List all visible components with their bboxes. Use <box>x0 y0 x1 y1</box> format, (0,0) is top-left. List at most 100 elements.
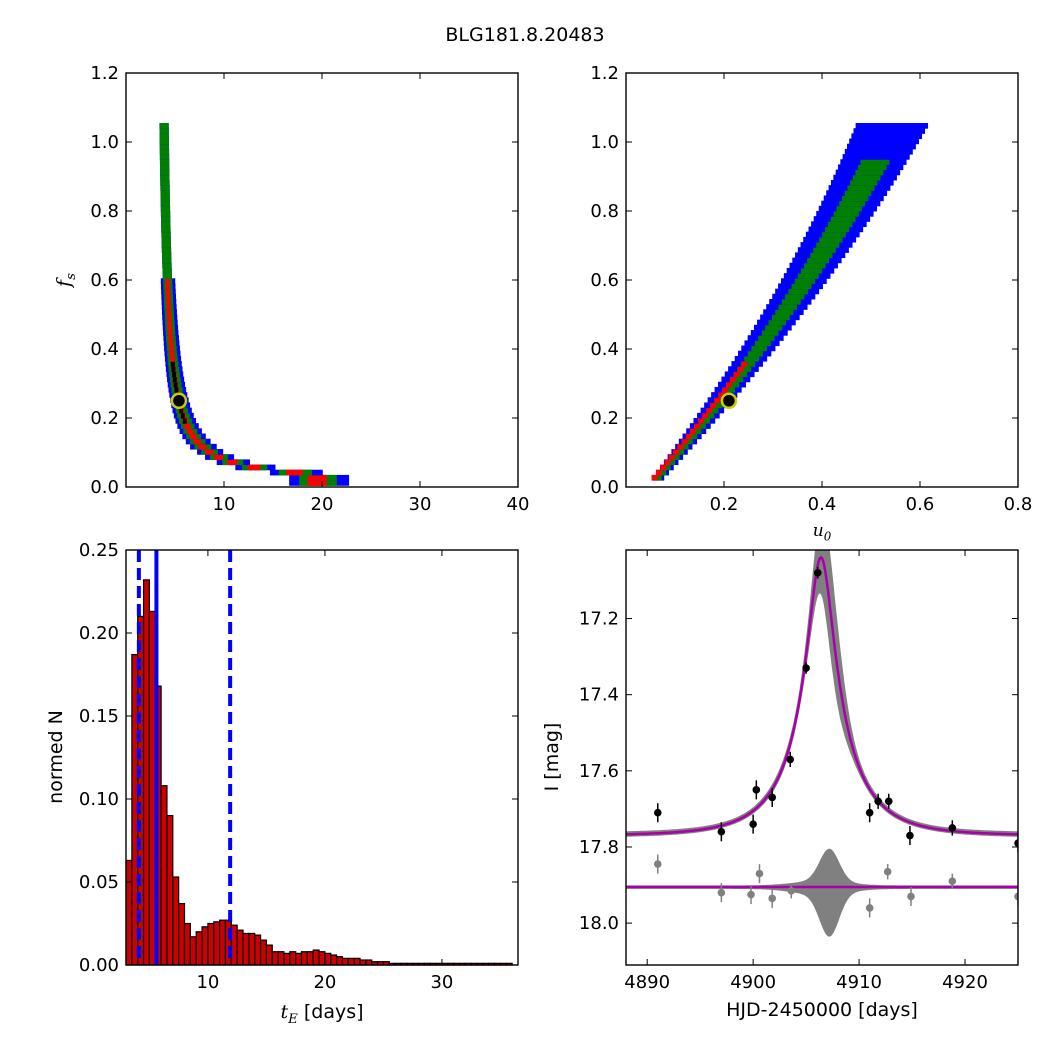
residual-point <box>653 860 662 868</box>
likelihood-cell-inner <box>741 361 748 367</box>
histogram-bar <box>259 939 268 966</box>
likelihood-cell-middle <box>758 335 775 341</box>
likelihood-cell-middle <box>785 293 805 300</box>
likelihood-cell-inner <box>186 428 194 435</box>
likelihood-cell-inner <box>681 438 688 445</box>
likelihood-cell-inner <box>193 438 201 445</box>
likelihood-cell-middle <box>663 464 671 471</box>
likelihood-cell-inner <box>668 454 675 460</box>
panel3-xtick-label: 4900 <box>730 972 776 993</box>
likelihood-cell-inner <box>718 392 725 398</box>
panel1-ytick-label: 0.2 <box>590 408 619 429</box>
likelihood-cell-middle <box>699 418 711 424</box>
likelihood-cell-inner <box>729 376 736 383</box>
likelihood-cell-middle <box>761 330 779 336</box>
panel0-ytick-label: 1.2 <box>90 63 119 84</box>
model-curve <box>626 555 1018 836</box>
likelihood-cell-best <box>172 371 177 378</box>
likelihood-cell-middle <box>159 128 169 134</box>
likelihood-cell-best <box>180 412 185 419</box>
likelihood-cell-middle <box>667 459 676 466</box>
likelihood-cell-middle <box>687 433 698 440</box>
panel0-ytick-label: 0.0 <box>90 477 119 498</box>
likelihood-cell-inner <box>168 330 173 336</box>
likelihood-cell-best <box>182 418 187 424</box>
likelihood-cell-inner <box>689 428 696 435</box>
panel0-xtick-label: 20 <box>311 494 334 515</box>
likelihood-cell-middle <box>807 257 830 264</box>
likelihood-cell-middle <box>161 236 171 243</box>
panel1-ytick-label: 1.0 <box>590 132 619 153</box>
likelihood-cell-middle <box>159 123 169 129</box>
likelihood-cell-middle <box>160 211 171 217</box>
data-point <box>1014 839 1018 847</box>
likelihood-cell-inner <box>307 474 327 481</box>
residual-point <box>717 888 726 897</box>
panel0-ylabel-subscript: s <box>64 273 79 280</box>
histogram-bar <box>365 959 373 966</box>
likelihood-cell-middle <box>159 148 170 155</box>
likelihood-cell-inner <box>733 371 740 378</box>
panel1-xtick-label: 0.4 <box>808 494 837 515</box>
panel1-xlabel-symbol: u <box>813 521 824 541</box>
data-point <box>884 797 893 806</box>
panel0-xtick-label: 30 <box>409 494 432 515</box>
likelihood-cell-inner <box>706 407 713 414</box>
panel2-ytick-label: 0.10 <box>79 789 119 810</box>
likelihood-cell-inner <box>165 283 170 290</box>
panel2-xlabel-subscript: E <box>287 1012 298 1027</box>
likelihood-cell-middle <box>675 449 685 455</box>
data-point <box>948 824 957 832</box>
likelihood-cell-inner <box>165 278 170 284</box>
likelihood-cell-inner <box>167 324 173 331</box>
likelihood-cell-middle <box>683 438 693 445</box>
likelihood-cell-inner <box>167 314 172 321</box>
likelihood-cell-inner <box>685 433 692 440</box>
likelihood-cell-inner <box>722 386 728 393</box>
likelihood-cell-middle <box>836 205 862 212</box>
histogram-bar <box>207 922 215 966</box>
panel2-xtick-label: 20 <box>313 972 336 993</box>
panel3-frame <box>625 549 1019 966</box>
likelihood-cell-middle <box>162 267 172 274</box>
likelihood-cell-inner <box>660 464 667 471</box>
likelihood-cell-outer <box>853 128 926 134</box>
likelihood-cell-middle <box>797 273 819 279</box>
data-point <box>768 793 777 802</box>
panel2-xlabel-symbol: t <box>280 1001 288 1023</box>
histogram-bar <box>224 919 232 966</box>
likelihood-cell-inner <box>166 293 171 300</box>
likelihood-cell-inner <box>702 412 709 419</box>
likelihood-cell-middle <box>781 298 801 305</box>
histogram-bar <box>125 859 133 966</box>
likelihood-cell-inner <box>167 319 172 326</box>
likelihood-cell-outer <box>849 138 919 145</box>
likelihood-cell-inner <box>651 474 658 481</box>
likelihood-cell-inner <box>247 464 261 471</box>
likelihood-cell-middle <box>159 154 170 160</box>
histogram-bar <box>336 956 344 966</box>
likelihood-cell-middle <box>161 221 171 228</box>
histogram-bar <box>347 957 355 966</box>
histogram-bar <box>166 814 174 966</box>
likelihood-cell-inner <box>168 335 173 341</box>
likelihood-cell-middle <box>844 190 872 196</box>
histogram-bar <box>131 653 139 966</box>
likelihood-cell-middle <box>842 195 869 202</box>
residual-point <box>907 892 915 901</box>
likelihood-cell-inner <box>184 423 191 429</box>
likelihood-cell-middle <box>839 200 866 207</box>
residual-point <box>1014 892 1018 901</box>
likelihood-cell-middle <box>778 304 798 310</box>
residual-point <box>768 894 777 903</box>
figure-title: BLG181.8.20483 <box>445 24 604 46</box>
histogram-bar <box>142 579 151 966</box>
likelihood-cell-best <box>174 386 179 393</box>
histogram-bar <box>148 610 156 966</box>
likelihood-cell-middle <box>858 164 887 171</box>
data-point <box>906 831 914 840</box>
lightcurve-panel: 4890 4900 4910 4920 17.2 17.4 17.6 17.8 18.0 HJD-… <box>541 549 1019 1021</box>
likelihood-cell-middle <box>726 381 740 388</box>
likelihood-cell-best <box>179 407 184 414</box>
histogram-bar <box>178 902 186 966</box>
